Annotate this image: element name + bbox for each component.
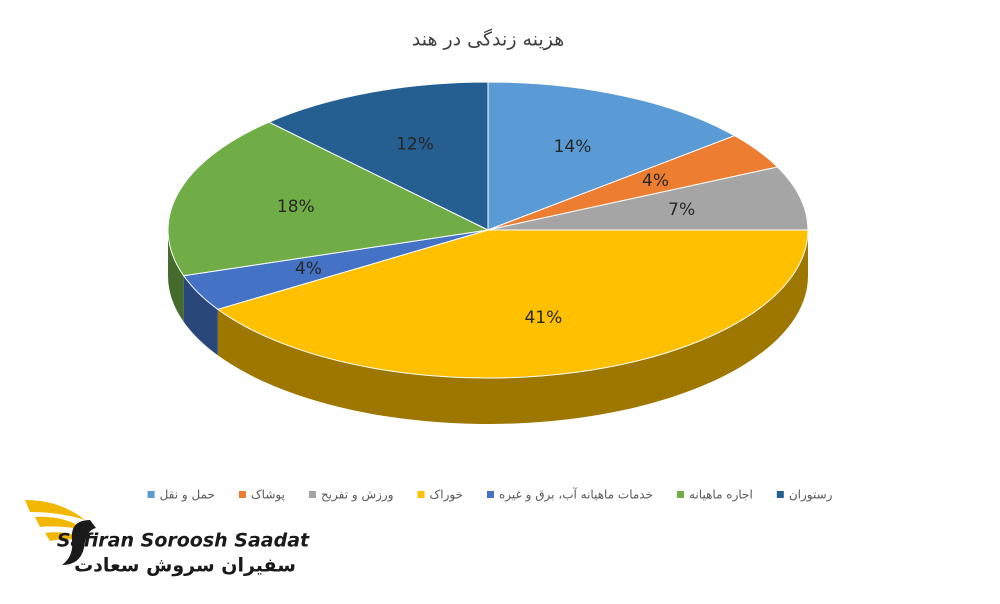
pie-slice	[487, 81, 736, 231]
legend-label: حمل و نقل	[160, 488, 215, 503]
legend-swatch	[677, 491, 685, 498]
data-label: 4%	[295, 259, 322, 279]
data-label: 18%	[277, 197, 315, 217]
legend-swatch	[147, 491, 155, 498]
legend: حمل و نقل پوشاک ورزش و تفریح خوراک خدمات ماه…	[147, 487, 833, 503]
data-label: 7%	[668, 200, 695, 220]
logo-text-fa: سفیران سروش سعادت	[74, 555, 296, 577]
pie-sides	[168, 230, 808, 424]
legend-label: پوشاک	[251, 488, 285, 503]
data-label: 14%	[554, 137, 592, 157]
logo-text-en: Safiran Soroosh Saadat	[57, 530, 310, 552]
legend-swatch	[308, 491, 316, 498]
pie-slice	[267, 81, 489, 231]
data-label: 12%	[396, 135, 434, 155]
data-label: 4%	[642, 171, 669, 191]
pie-slice	[487, 166, 809, 231]
pie-slice	[216, 229, 809, 379]
legend-swatch	[238, 491, 246, 498]
legend-swatch	[776, 491, 784, 498]
legend-label: اجاره ماهیانه	[689, 488, 753, 503]
legend-label: خدمات ماهیانه آب، برق و غیره	[499, 487, 653, 503]
logo-wing	[25, 500, 85, 541]
legend-label: ورزش و تفریح	[321, 488, 394, 503]
legend-label: خوراک	[430, 488, 464, 503]
pie-tops	[167, 81, 809, 379]
data-label: 41%	[524, 308, 562, 328]
pie-side	[217, 230, 808, 424]
logo-bird	[62, 520, 96, 565]
legend-swatch	[487, 491, 495, 498]
logo: Safiran Soroosh Saadat سفیران سروش سعادت	[25, 500, 310, 577]
legend-label: رستوران	[789, 488, 833, 503]
pie-slice	[167, 121, 490, 277]
pie-side	[168, 230, 184, 322]
pie-side	[183, 275, 218, 356]
legend-swatch	[417, 491, 425, 498]
chart-title: هزینه زندگی در هند	[412, 28, 565, 51]
